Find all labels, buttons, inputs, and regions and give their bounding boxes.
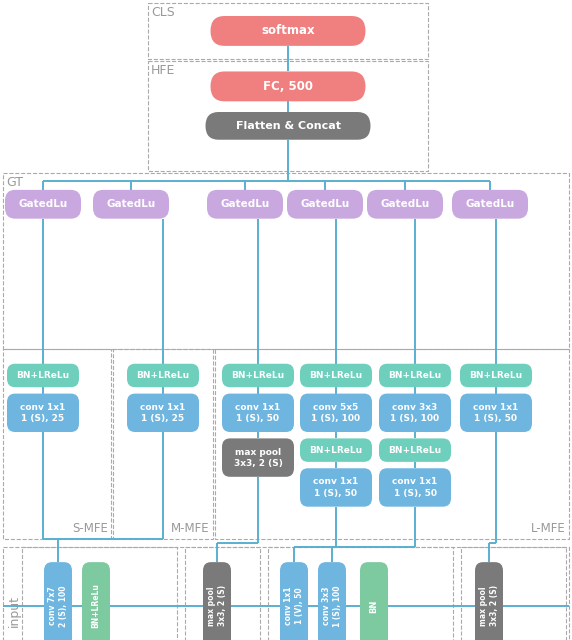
- FancyBboxPatch shape: [460, 394, 532, 432]
- Text: conv 1x1
1 (S), 50: conv 1x1 1 (S), 50: [474, 403, 519, 423]
- Text: Flatten & Concat: Flatten & Concat: [236, 121, 340, 131]
- Bar: [185, 547, 260, 640]
- Bar: [215, 349, 569, 539]
- Text: CLS: CLS: [151, 6, 175, 19]
- FancyBboxPatch shape: [210, 16, 366, 46]
- Text: input: input: [7, 595, 21, 627]
- Text: FC, 500: FC, 500: [263, 80, 313, 93]
- Text: conv 1x1
1 (S), 25: conv 1x1 1 (S), 25: [21, 403, 66, 423]
- Text: conv 1x1
1 (S), 25: conv 1x1 1 (S), 25: [140, 403, 186, 423]
- FancyBboxPatch shape: [210, 72, 366, 101]
- FancyBboxPatch shape: [300, 438, 372, 462]
- Bar: [148, 3, 428, 59]
- FancyBboxPatch shape: [300, 468, 372, 507]
- FancyBboxPatch shape: [205, 112, 371, 140]
- FancyBboxPatch shape: [203, 562, 231, 640]
- FancyBboxPatch shape: [300, 394, 372, 432]
- Text: conv 1x1
1 (S), 50: conv 1x1 1 (S), 50: [392, 477, 438, 497]
- Text: GatedLu: GatedLu: [466, 199, 515, 209]
- Text: GatedLu: GatedLu: [220, 199, 269, 209]
- Bar: [3, 547, 569, 640]
- Bar: [3, 173, 569, 349]
- FancyBboxPatch shape: [379, 364, 451, 387]
- FancyBboxPatch shape: [7, 394, 79, 432]
- Text: conv 3x3
1 (S), 100: conv 3x3 1 (S), 100: [391, 403, 439, 423]
- Bar: [113, 349, 213, 539]
- FancyBboxPatch shape: [452, 190, 528, 219]
- Text: M-MFE: M-MFE: [172, 522, 210, 536]
- Text: GatedLu: GatedLu: [106, 199, 156, 209]
- FancyBboxPatch shape: [222, 438, 294, 477]
- Bar: [22, 547, 177, 640]
- Text: S-MFE: S-MFE: [72, 522, 108, 536]
- FancyBboxPatch shape: [127, 364, 199, 387]
- FancyBboxPatch shape: [93, 190, 169, 219]
- Text: BN+LReLu: BN+LReLu: [17, 371, 70, 380]
- FancyBboxPatch shape: [127, 394, 199, 432]
- FancyBboxPatch shape: [367, 190, 443, 219]
- Text: GatedLu: GatedLu: [18, 199, 67, 209]
- Text: GT: GT: [6, 176, 23, 189]
- Text: BN+LReLu: BN+LReLu: [388, 371, 442, 380]
- FancyBboxPatch shape: [475, 562, 503, 640]
- Text: conv 1x1
1 (V), 50: conv 1x1 1 (V), 50: [284, 587, 304, 625]
- Text: BN+LReLu: BN+LReLu: [232, 371, 284, 380]
- Bar: [461, 547, 566, 640]
- FancyBboxPatch shape: [222, 394, 294, 432]
- Text: conv 1x1
1 (S), 50: conv 1x1 1 (S), 50: [235, 403, 281, 423]
- FancyBboxPatch shape: [379, 438, 451, 462]
- Text: BN+LReLu: BN+LReLu: [309, 445, 363, 454]
- Text: BN+LReLu: BN+LReLu: [309, 371, 363, 380]
- Bar: [3, 349, 111, 539]
- FancyBboxPatch shape: [360, 562, 388, 640]
- FancyBboxPatch shape: [280, 562, 308, 640]
- Text: conv 5x5
1 (S), 100: conv 5x5 1 (S), 100: [311, 403, 360, 423]
- Text: max pool
3x3, 2 (S): max pool 3x3, 2 (S): [207, 586, 227, 627]
- Text: BN+LReLu: BN+LReLu: [92, 584, 101, 628]
- FancyBboxPatch shape: [379, 468, 451, 507]
- Text: BN: BN: [370, 599, 379, 612]
- FancyBboxPatch shape: [222, 364, 294, 387]
- Text: L-MFE: L-MFE: [531, 522, 566, 536]
- Text: max pool
3x3, 2 (S): max pool 3x3, 2 (S): [233, 447, 283, 468]
- FancyBboxPatch shape: [379, 394, 451, 432]
- FancyBboxPatch shape: [318, 562, 346, 640]
- Text: GatedLu: GatedLu: [300, 199, 349, 209]
- Text: conv 3x3
1 (S), 100: conv 3x3 1 (S), 100: [322, 585, 342, 627]
- Text: softmax: softmax: [261, 24, 315, 37]
- FancyBboxPatch shape: [460, 364, 532, 387]
- FancyBboxPatch shape: [300, 364, 372, 387]
- FancyBboxPatch shape: [7, 364, 79, 387]
- Text: GatedLu: GatedLu: [380, 199, 430, 209]
- Text: max pool
3x3, 2 (S): max pool 3x3, 2 (S): [479, 586, 499, 627]
- Text: conv 1x1
1 (S), 50: conv 1x1 1 (S), 50: [313, 477, 359, 497]
- Text: BN+LReLu: BN+LReLu: [470, 371, 523, 380]
- Text: conv 7x7
2 (S), 100: conv 7x7 2 (S), 100: [48, 585, 68, 627]
- Bar: [148, 61, 428, 171]
- Bar: [268, 547, 453, 640]
- FancyBboxPatch shape: [44, 562, 72, 640]
- Text: HFE: HFE: [151, 64, 176, 77]
- Text: BN+LReLu: BN+LReLu: [388, 445, 442, 454]
- FancyBboxPatch shape: [287, 190, 363, 219]
- FancyBboxPatch shape: [207, 190, 283, 219]
- FancyBboxPatch shape: [5, 190, 81, 219]
- FancyBboxPatch shape: [82, 562, 110, 640]
- Text: BN+LReLu: BN+LReLu: [137, 371, 189, 380]
